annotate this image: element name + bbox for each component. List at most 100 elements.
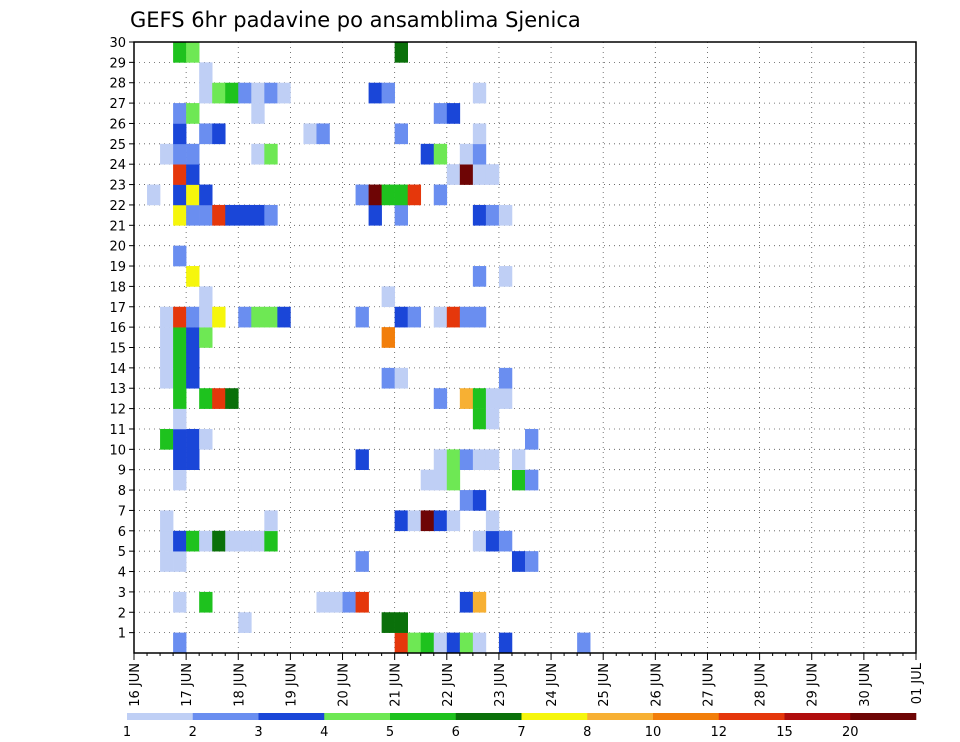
precip-cell [433,388,448,409]
precip-cell [459,306,474,328]
y-axis-ticks: 1234567891011121314151617181920212223242… [109,36,134,642]
precip-cell [173,428,187,450]
precip-cell [251,530,265,552]
precip-cell [525,551,539,572]
precip-cell [511,469,526,491]
precip-cell [199,530,213,552]
x-tick-label: 24 JUN [545,663,560,707]
precip-cell [238,306,252,328]
precip-cell [577,632,591,654]
precip-cell [368,82,382,104]
precip-cell [472,123,487,145]
precip-cell [173,388,187,409]
precip-cell [186,204,200,226]
x-tick-label: 18 JUN [232,663,247,707]
precip-cell [199,204,213,226]
precip-cell [212,123,226,145]
x-tick-label: 21 JUN [389,663,404,707]
precip-cell [394,612,408,633]
precip-cell [173,306,187,328]
precip-cell [381,184,395,206]
precip-cell [212,82,226,104]
precip-cell [485,408,500,430]
precip-cell [368,204,382,226]
precip-cell [485,510,500,532]
precip-cell [186,530,200,552]
precip-cell [407,306,422,328]
x-tick-label: 25 JUN [597,663,612,707]
precip-cell [173,530,187,552]
y-tick-label: 18 [109,280,126,295]
precip-cell [420,510,435,532]
precip-cell [238,612,252,633]
precip-cell [238,82,252,104]
precip-cell [472,164,487,185]
precip-cell [160,530,174,552]
precip-cell [485,164,500,185]
precip-cell [446,103,461,124]
precip-cell [225,530,239,552]
precip-cell [212,306,226,328]
precip-cell [394,42,408,63]
precip-cell [472,266,487,287]
x-tick-label: 27 JUN [701,663,716,707]
y-tick-label: 12 [109,403,126,418]
precip-cell [459,143,474,165]
y-tick-label: 1 [118,627,126,642]
precip-cell [472,449,487,470]
precip-cell [472,530,487,552]
legend-label: 2 [189,725,197,740]
precip-cell [251,82,265,104]
precip-cell [160,367,174,389]
precip-cell [342,591,356,613]
legend-label: 15 [776,725,793,740]
legend-label: 8 [583,725,591,740]
precip-cell [472,204,487,226]
x-tick-label: 19 JUN [284,663,299,707]
x-tick-label: 26 JUN [649,663,664,707]
precip-cell [316,591,330,613]
precip-cell [186,306,200,328]
y-tick-label: 22 [109,199,126,214]
precip-cell [173,123,187,145]
legend-label: 12 [710,725,727,740]
precip-cell [459,591,474,613]
x-tick-label: 23 JUN [493,663,508,707]
precip-cell [199,62,213,84]
y-tick-label: 9 [118,464,126,479]
precip-cell [472,591,487,613]
precip-cell [485,530,500,552]
precip-cell [238,204,252,226]
precip-cell [368,184,382,206]
precip-cell [433,143,448,165]
precip-cell [525,469,539,491]
y-tick-label: 2 [118,606,126,621]
precip-cell [173,551,187,572]
legend-swatch [850,713,917,720]
precip-cell [407,184,422,206]
precip-cell [472,143,487,165]
precip-cell [498,367,513,389]
legend-label: 3 [254,725,262,740]
precip-cell [199,184,213,206]
precip-cell [498,388,513,409]
y-tick-label: 5 [118,545,126,560]
precip-cell [173,245,187,267]
precip-cell [160,143,174,165]
precip-cell [225,204,239,226]
precip-cell [186,367,200,389]
precip-cell [173,327,187,348]
y-tick-label: 20 [109,240,126,255]
precip-cell [173,347,187,369]
precip-cell [394,510,408,532]
x-tick-label: 22 JUN [441,663,456,707]
y-tick-label: 23 [109,179,126,194]
precip-cell [420,143,435,165]
legend-swatch [653,713,720,720]
precip-cell [394,204,408,226]
y-tick-label: 16 [109,321,126,336]
precip-cell [420,469,435,491]
x-tick-label: 17 JUN [180,663,195,707]
y-tick-label: 17 [109,301,126,316]
precip-cell [264,510,278,532]
